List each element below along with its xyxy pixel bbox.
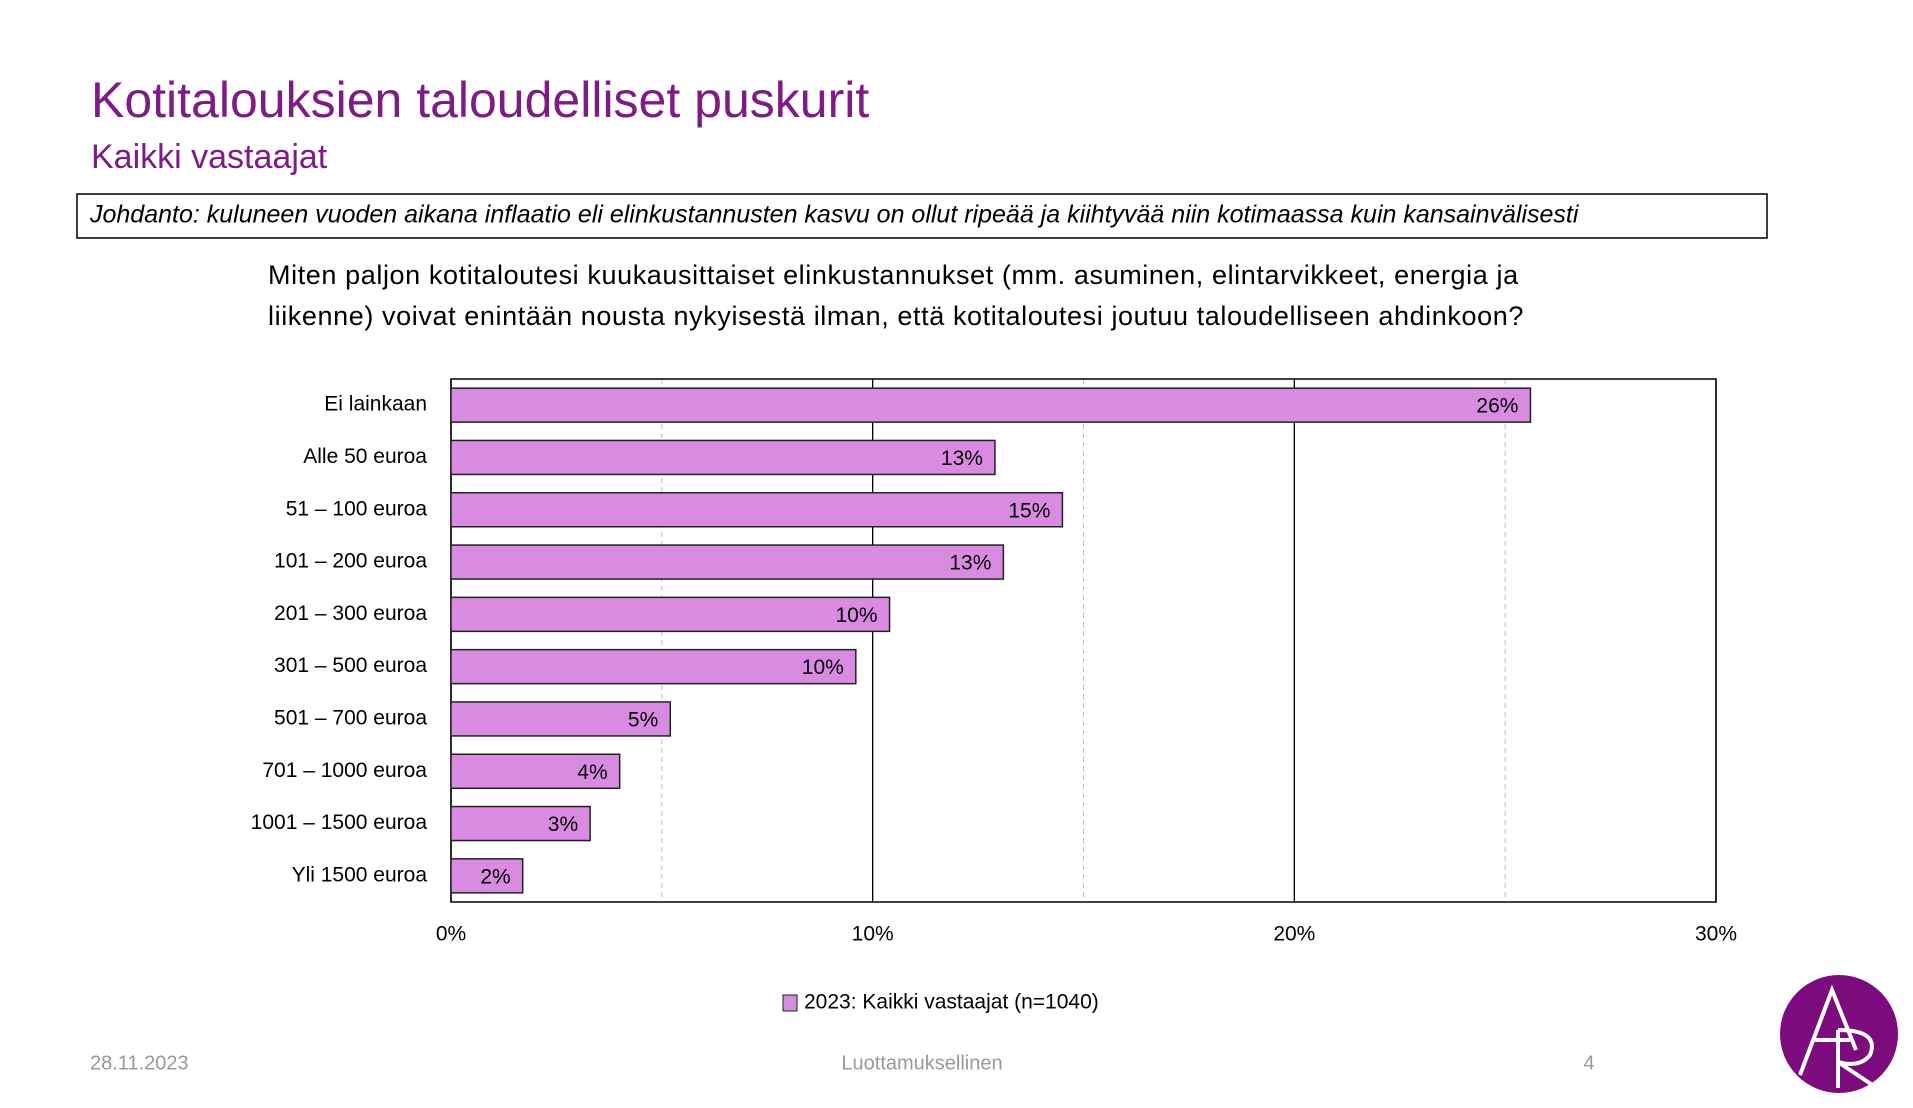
- y-tick-label: 1001 – 1500 euroa: [251, 811, 428, 834]
- legend-swatch: [782, 994, 798, 1012]
- intro: Johdanto: kuluneen vuoden aikana inflaat…: [89, 201, 1580, 229]
- question-line: liikenne) voivat enintään nousta nykyise…: [268, 301, 1524, 331]
- bar: [450, 492, 1064, 528]
- title: Kotitalouksien taloudelliset puskurit: [91, 72, 869, 128]
- value-label: 13%: [941, 447, 983, 470]
- bar: [450, 544, 1005, 580]
- bar: [450, 439, 996, 476]
- bar: [450, 805, 591, 842]
- value-label: 3%: [548, 813, 578, 836]
- value-label: 4%: [577, 761, 607, 784]
- value-label: 2%: [480, 865, 510, 888]
- bar: [450, 648, 857, 685]
- value-label: 5%: [628, 708, 658, 731]
- y-tick-label: Alle 50 euroa: [303, 445, 427, 468]
- bar: [450, 596, 891, 633]
- question-line: Miten paljon kotitaloutesi kuukausittais…: [268, 260, 1519, 290]
- bar: [450, 701, 672, 737]
- x-tick-label: 30%: [1695, 923, 1737, 946]
- value-label: 10%: [802, 656, 844, 679]
- bar: [450, 753, 621, 789]
- y-tick-label: 101 – 200 euroa: [274, 550, 427, 573]
- y-tick-label: Ei lainkaan: [324, 393, 427, 416]
- value-label: 13%: [949, 552, 991, 575]
- x-tick-label: 20%: [1273, 923, 1315, 946]
- value-label: 10%: [836, 604, 878, 627]
- value-label: 26%: [1476, 395, 1518, 418]
- logo: [1780, 975, 1898, 1093]
- y-tick-label: 701 – 1000 euroa: [262, 759, 427, 782]
- legend-label: 2023: Kaikki vastaajat (n=1040): [804, 991, 1099, 1014]
- x-tick-label: 0%: [436, 923, 466, 946]
- page-number: 4: [1583, 1052, 1594, 1074]
- y-tick-label: 51 – 100 euroa: [286, 497, 428, 520]
- bar: [450, 387, 1532, 423]
- y-tick-label: 501 – 700 euroa: [274, 706, 427, 729]
- y-tick-label: 201 – 300 euroa: [274, 602, 427, 625]
- x-tick-label: 10%: [852, 923, 894, 946]
- value-label: 15%: [1008, 499, 1050, 522]
- plot-frame: [450, 378, 1717, 903]
- y-tick-label: 301 – 500 euroa: [274, 654, 427, 677]
- y-tick-label: Yli 1500 euroa: [292, 863, 428, 886]
- subtitle: Kaikki vastaajat: [91, 138, 328, 176]
- intro-box: [76, 193, 1768, 239]
- footer-label: Luottamuksellinen: [841, 1052, 1002, 1074]
- footer-date: 28.11.2023: [90, 1052, 189, 1074]
- bar: [450, 858, 524, 894]
